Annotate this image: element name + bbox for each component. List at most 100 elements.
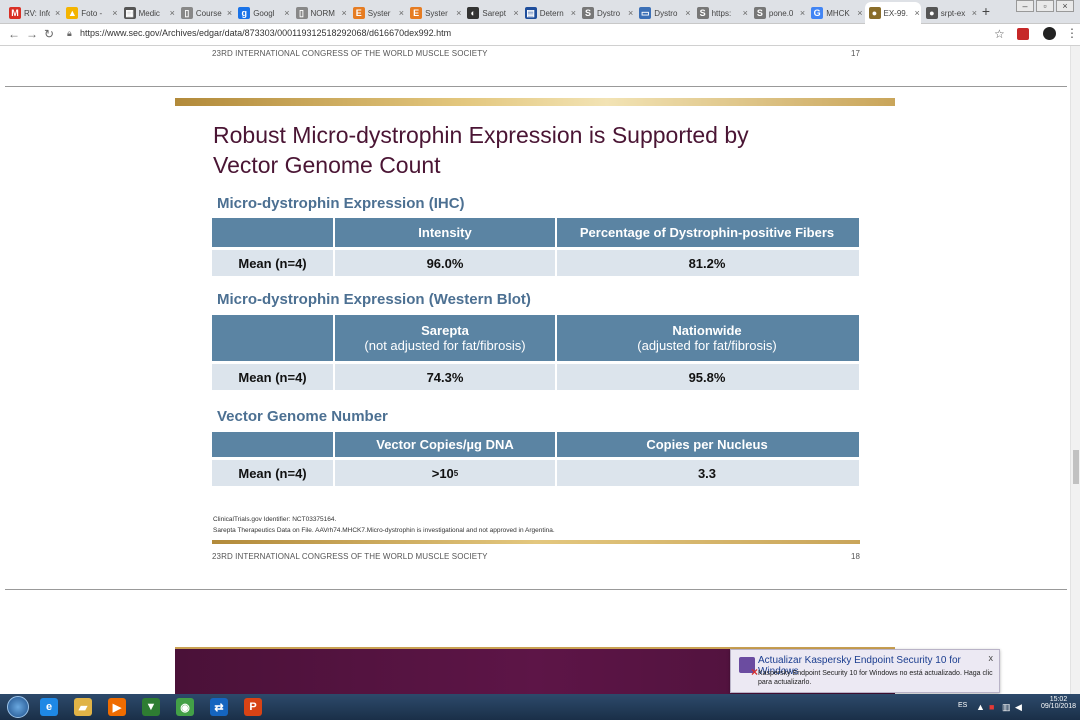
tab-label: Dystro <box>654 8 678 18</box>
kaspersky-notification[interactable]: Actualizar Kaspersky Endpoint Security 1… <box>730 649 1000 693</box>
tab-label: EX-99. <box>883 8 908 18</box>
slide-title: Robust Micro-dystrophin Expression is Su… <box>213 122 749 178</box>
page-content: 23RD INTERNATIONAL CONGRESS OF THE WORLD… <box>0 46 1070 694</box>
tab-close-icon[interactable]: × <box>799 8 806 18</box>
tab-close-icon[interactable]: × <box>456 8 462 18</box>
table-header-cell <box>212 315 335 361</box>
tab-close-icon[interactable]: × <box>226 8 233 18</box>
browser-tab[interactable]: M RV: Info × <box>5 2 61 24</box>
browser-tab[interactable]: ▭ Dystro × <box>635 2 691 24</box>
tab-favicon-icon: ▯ <box>180 7 193 19</box>
tab-close-icon[interactable]: × <box>628 8 634 18</box>
table-cell: Mean (n=4) <box>212 250 335 276</box>
table-header-row: Vector Copies/µg DNA Copies per Nucleus <box>212 432 859 457</box>
forward-arrow-icon[interactable]: → <box>26 27 38 41</box>
taskbar-app-ie[interactable]: e <box>34 695 64 719</box>
tab-close-icon[interactable]: × <box>513 8 519 18</box>
tab-label: Syster <box>367 8 391 18</box>
tab-favicon-icon: G <box>811 7 824 19</box>
profile-avatar[interactable] <box>1043 27 1056 40</box>
tab-close-icon[interactable]: × <box>914 8 920 18</box>
browser-tab[interactable]: G MHCK × <box>807 2 863 24</box>
tab-favicon-icon: ● <box>868 7 881 19</box>
back-arrow-icon[interactable]: ← <box>8 27 20 41</box>
browser-tab[interactable]: ● srpt-ex × <box>922 2 978 24</box>
tab-close-icon[interactable]: × <box>857 8 863 18</box>
network-icon[interactable]: ▥ <box>1002 702 1011 712</box>
language-indicator[interactable]: ES <box>958 702 968 709</box>
minimize-button[interactable]: – <box>1016 0 1034 12</box>
vertical-scrollbar[interactable] <box>1070 46 1080 694</box>
browser-tab[interactable]: ◐ Sarept × <box>463 2 519 24</box>
notification-close-button[interactable]: x <box>988 653 994 663</box>
extension-icon[interactable] <box>1017 28 1029 40</box>
taskbar-app-teamviewer[interactable]: ⇄ <box>204 695 234 719</box>
tab-close-icon[interactable]: × <box>169 8 175 18</box>
chrome-icon: ◉ <box>176 698 194 716</box>
tab-close-icon[interactable]: × <box>341 8 347 18</box>
western-blot-table: Sarepta (not adjusted for fat/fibrosis) … <box>212 315 859 390</box>
browser-tab[interactable]: ▲ Foto - × <box>62 2 118 24</box>
header-main: Nationwide <box>672 323 742 338</box>
tab-favicon-icon: S <box>582 7 594 19</box>
taskbar-app-chrome[interactable]: ◉ <box>170 695 200 719</box>
tab-label: Course <box>195 8 222 18</box>
tab-close-icon[interactable]: × <box>685 8 691 18</box>
teamviewer-icon: ⇄ <box>210 698 228 716</box>
kaspersky-tray-icon[interactable]: ■ <box>989 702 995 712</box>
browser-tab[interactable]: S Dystro × <box>578 2 634 24</box>
scrollbar-thumb[interactable] <box>1073 450 1079 484</box>
tab-close-icon[interactable]: × <box>112 8 118 18</box>
table-cell: 81.2% <box>688 255 726 271</box>
windows-logo-icon <box>7 696 29 718</box>
clock[interactable]: 15:02 09/10/2018 <box>1041 696 1076 710</box>
maximize-button[interactable]: ▫ <box>1036 0 1054 12</box>
tab-close-icon[interactable]: × <box>742 8 748 18</box>
browser-tab[interactable]: E Syster × <box>406 2 462 24</box>
tab-favicon-icon: S <box>753 7 766 19</box>
tab-favicon-icon: ◐ <box>467 7 480 19</box>
explorer-icon: ▰ <box>74 698 92 716</box>
browser-tab[interactable]: E Syster × <box>349 2 405 24</box>
close-window-button[interactable]: × <box>1056 0 1074 12</box>
tab-label: RV: Info <box>24 8 50 18</box>
tray-arrow-icon[interactable]: ▲ <box>976 702 985 712</box>
reload-icon[interactable]: ↻ <box>44 27 55 41</box>
taskbar-app-explorer[interactable]: ▰ <box>68 695 98 719</box>
tab-label: Medic <box>138 8 160 18</box>
browser-tab[interactable]: ▤ Detern × <box>521 2 577 24</box>
browser-tab[interactable]: ▦ Medic × <box>120 2 176 24</box>
slide-footer: 23RD INTERNATIONAL CONGRESS OF THE WORLD… <box>212 552 488 561</box>
menu-dots-icon[interactable]: ⋮ <box>1066 26 1078 40</box>
taskbar-app-media[interactable]: ▶ <box>102 695 132 719</box>
tab-close-icon[interactable]: × <box>971 8 978 18</box>
table-header-row: Sarepta (not adjusted for fat/fibrosis) … <box>212 315 859 361</box>
taskbar-app-app[interactable]: ▼ <box>136 695 166 719</box>
header-main: Sarepta <box>421 323 469 338</box>
bookmark-star-icon[interactable]: ☆ <box>994 27 1005 41</box>
table-cell: Mean (n=4) <box>212 364 335 390</box>
tab-label: pone.0 <box>768 8 794 18</box>
browser-tab[interactable]: g Googl × <box>234 2 290 24</box>
tab-close-icon[interactable]: × <box>398 8 405 18</box>
taskbar: e ▰ ▶ ▼ ◉ ⇄ P ES ▲ ■ ▥ ◀ 15:02 09/10/2018 <box>0 694 1080 720</box>
tab-close-icon[interactable]: × <box>284 8 290 18</box>
tab-close-icon[interactable]: × <box>570 8 576 18</box>
vector-genome-table: Vector Copies/µg DNA Copies per Nucleus … <box>212 432 859 486</box>
url-field[interactable]: https://www.sec.gov/Archives/edgar/data/… <box>80 28 452 38</box>
section-title-vector-genome: Vector Genome Number <box>217 408 388 425</box>
tab-label: Googl <box>253 8 275 18</box>
tab-close-icon[interactable]: × <box>55 8 61 18</box>
taskbar-app-powerpoint[interactable]: P <box>238 695 268 719</box>
browser-tab[interactable]: ▯ Course × <box>177 2 233 24</box>
start-button[interactable] <box>3 695 33 719</box>
browser-tab[interactable]: ▯ NORM × <box>292 2 348 24</box>
new-tab-button[interactable]: + <box>981 3 991 19</box>
browser-tab[interactable]: ● EX-99. × <box>864 2 921 24</box>
tab-favicon-icon: S <box>696 7 709 19</box>
table-cell: 95.8% <box>688 369 726 385</box>
tab-favicon-icon: g <box>238 7 251 19</box>
volume-icon[interactable]: ◀ <box>1015 702 1022 712</box>
